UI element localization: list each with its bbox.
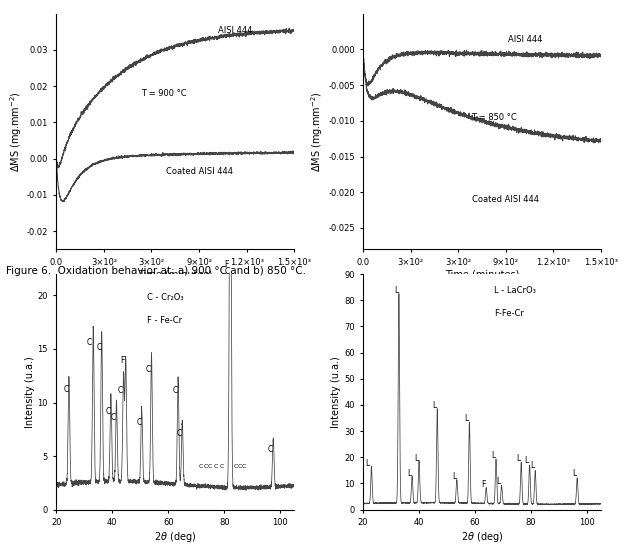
- Text: L: L: [496, 477, 501, 486]
- Text: C: C: [242, 464, 246, 469]
- Text: C: C: [111, 413, 116, 422]
- Text: L: L: [530, 461, 535, 470]
- Text: L: L: [525, 456, 529, 465]
- Text: C: C: [146, 364, 151, 374]
- Y-axis label: $\Delta$MS (mg.mm$^{-2}$): $\Delta$MS (mg.mm$^{-2}$): [8, 91, 24, 172]
- Text: C: C: [198, 464, 203, 469]
- Text: L: L: [433, 401, 436, 410]
- Text: C - Cr₂O₃: C - Cr₂O₃: [146, 293, 183, 302]
- Text: (b): (b): [475, 296, 489, 306]
- Text: Figure 6.  Oxidation behavior at: a) 900 °C and b) 850 °C.: Figure 6. Oxidation behavior at: a) 900 …: [6, 266, 306, 276]
- Text: C: C: [213, 464, 218, 469]
- Text: L - LaCrO₃: L - LaCrO₃: [494, 286, 536, 295]
- Text: C: C: [268, 445, 273, 454]
- Text: C: C: [136, 418, 141, 427]
- Text: T = 850 °C: T = 850 °C: [471, 113, 517, 122]
- Text: C: C: [177, 429, 182, 438]
- Text: F: F: [224, 260, 228, 269]
- X-axis label: Time (minutes): Time (minutes): [445, 270, 519, 279]
- Text: C: C: [106, 408, 111, 416]
- Text: L: L: [407, 469, 411, 478]
- X-axis label: Time (minutes): Time (minutes): [138, 270, 212, 279]
- X-axis label: 2$\theta$ (deg): 2$\theta$ (deg): [154, 530, 197, 544]
- Text: C: C: [219, 464, 223, 469]
- Text: C: C: [173, 386, 178, 395]
- Text: C: C: [225, 267, 230, 276]
- Text: F-Fe-Cr: F-Fe-Cr: [494, 309, 524, 318]
- Text: C: C: [237, 464, 242, 469]
- Text: L: L: [394, 286, 398, 295]
- Text: C: C: [204, 464, 208, 469]
- Y-axis label: Intensity (u.a.): Intensity (u.a.): [331, 356, 341, 427]
- Text: C: C: [87, 338, 92, 347]
- Text: L: L: [572, 469, 577, 478]
- Text: L: L: [365, 459, 369, 468]
- Y-axis label: $\Delta$MS (mg.mm$^{-2}$): $\Delta$MS (mg.mm$^{-2}$): [309, 91, 326, 172]
- Text: L: L: [452, 472, 456, 481]
- Text: F - Fe-Cr: F - Fe-Cr: [146, 316, 182, 326]
- Text: Coated AISI 444: Coated AISI 444: [165, 167, 233, 176]
- Text: AISI 444: AISI 444: [218, 26, 252, 35]
- Text: T = 900 °C: T = 900 °C: [141, 89, 186, 98]
- Text: L: L: [464, 414, 469, 423]
- Text: (a): (a): [168, 296, 182, 306]
- Text: L: L: [414, 454, 418, 463]
- Text: L: L: [491, 451, 495, 460]
- Text: C: C: [233, 464, 238, 469]
- Text: C: C: [97, 343, 102, 352]
- Text: Coated AISI 444: Coated AISI 444: [472, 195, 540, 204]
- Text: F: F: [120, 356, 125, 365]
- Text: L: L: [516, 454, 521, 463]
- Text: F: F: [481, 480, 486, 489]
- Text: C: C: [208, 464, 212, 469]
- Text: C: C: [118, 386, 123, 395]
- X-axis label: 2$\theta$ (deg): 2$\theta$ (deg): [461, 530, 503, 544]
- Text: AISI 444: AISI 444: [508, 35, 542, 44]
- Y-axis label: Intensity (u.a.): Intensity (u.a.): [25, 356, 34, 427]
- Text: C: C: [63, 385, 69, 394]
